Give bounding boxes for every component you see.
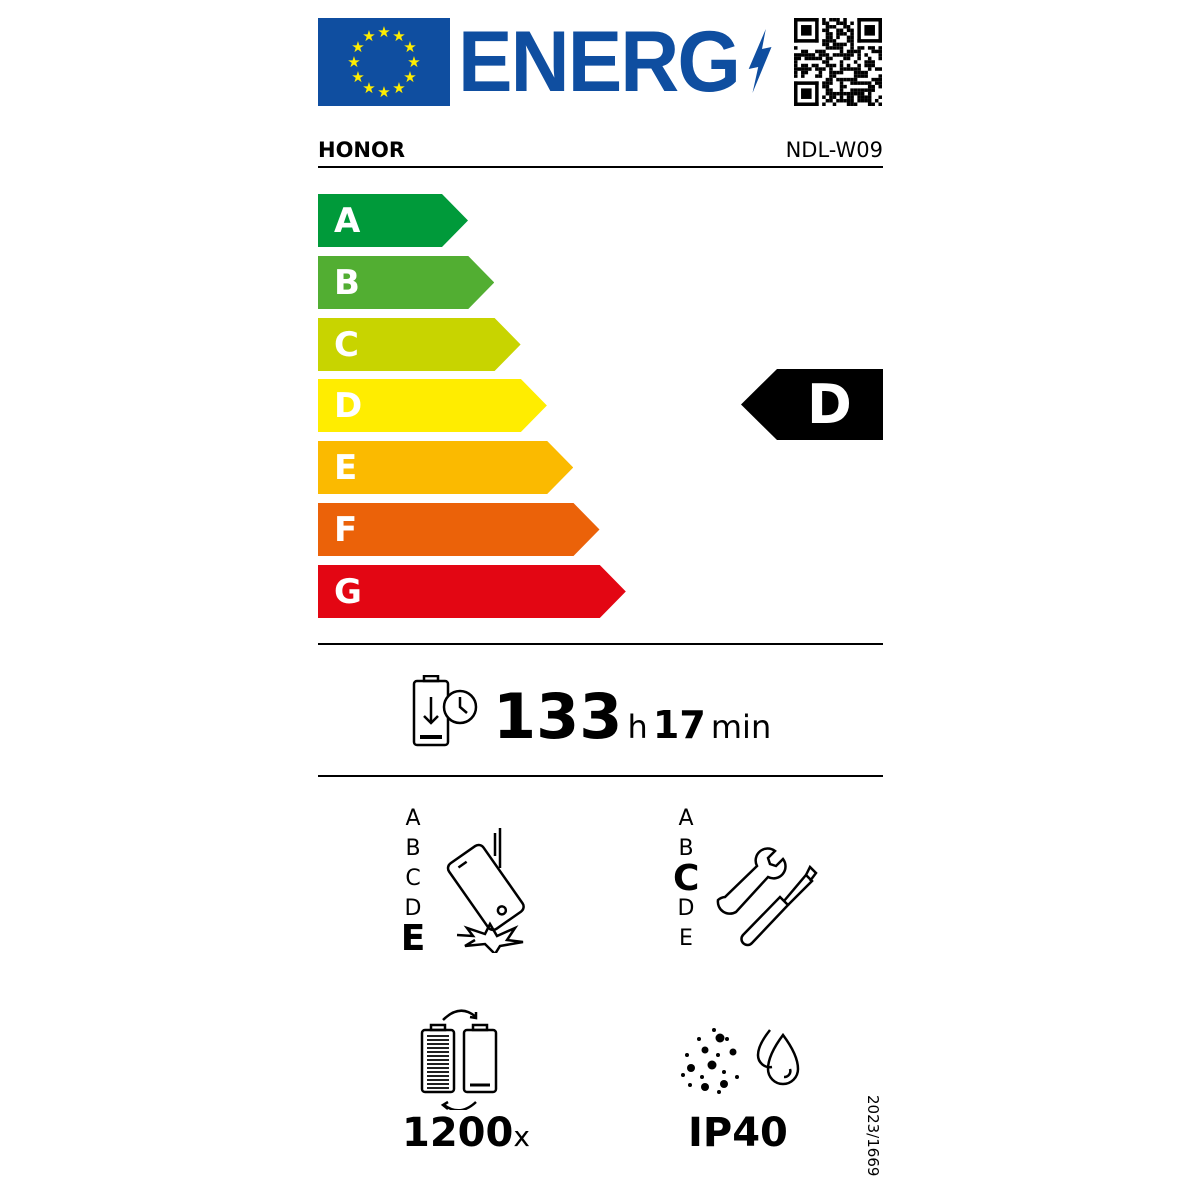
energy-bar-label: B <box>334 262 360 303</box>
model-number: NDL-W09 <box>785 138 883 162</box>
minutes-unit: min <box>710 708 772 746</box>
lightning-icon <box>748 29 772 93</box>
energy-bar-label: E <box>334 448 358 489</box>
energy-bar-b: B <box>318 255 495 309</box>
star-icon: ★ <box>407 53 420 71</box>
scale-letter: A <box>405 806 421 831</box>
eu-flag-logo: ★ ★ ★ ★ ★ ★ ★ ★ ★ ★ ★ ★ <box>318 18 450 106</box>
star-icon: ★ <box>347 53 360 71</box>
star-icon: ★ <box>362 79 375 97</box>
wrench-screwdriver-icon <box>716 847 818 947</box>
scale-letter: C <box>405 866 421 891</box>
energy-bar-label: G <box>334 571 362 612</box>
energy-logo: ENERG <box>458 14 773 110</box>
energy-bar-label: A <box>334 201 361 241</box>
energy-bar-label: C <box>334 324 359 365</box>
scale-letter: B <box>678 836 694 861</box>
divider <box>318 775 883 777</box>
energy-bar-d: D <box>318 379 547 433</box>
brand-name: HONOR <box>318 138 406 162</box>
divider <box>318 166 883 168</box>
energy-bar-label: F <box>334 510 358 550</box>
dust-water-icon <box>681 1028 800 1094</box>
scale-letter: E <box>400 918 426 959</box>
energy-bar-label: D <box>334 386 363 427</box>
scale-letter: C <box>673 858 700 899</box>
star-icon: ★ <box>351 68 364 86</box>
scale-letter: D <box>404 896 422 921</box>
star-icon: ★ <box>403 68 416 86</box>
energy-bar-c: C <box>318 317 521 371</box>
qr-code-icon[interactable] <box>794 18 882 106</box>
energy-class-indicator: D <box>741 369 883 440</box>
star-icon: ★ <box>403 38 416 56</box>
phone-drop-icon <box>446 828 525 953</box>
endurance-hours: 133 <box>493 680 623 753</box>
battery-cycle-icon <box>420 1009 498 1110</box>
hours-unit: h <box>627 708 648 746</box>
energy-bar-e: E <box>318 441 574 495</box>
regulation-number: 2023/1669 <box>864 1095 882 1177</box>
scale-letter: D <box>677 896 695 921</box>
energy-bar-g: G <box>318 564 626 618</box>
scale-letter: E <box>679 926 693 951</box>
endurance-minutes: 17 <box>652 703 706 747</box>
battery-endurance: 133 h 17 min <box>493 680 771 753</box>
star-icon: ★ <box>362 27 375 45</box>
battery-clock-icon <box>412 675 478 747</box>
star-icon: ★ <box>392 79 405 97</box>
energy-bar-f: F <box>318 503 600 556</box>
divider <box>318 643 883 645</box>
star-icon: ★ <box>392 27 405 45</box>
star-icon: ★ <box>351 38 364 56</box>
energy-bar-a: A <box>318 194 468 247</box>
star-icon: ★ <box>377 83 390 101</box>
scale-letter: A <box>678 806 694 831</box>
scale-letter: B <box>405 836 421 861</box>
ingress-protection: IP40 <box>688 1110 788 1156</box>
battery-cycles: 1200x <box>402 1110 530 1156</box>
star-icon: ★ <box>377 23 390 41</box>
